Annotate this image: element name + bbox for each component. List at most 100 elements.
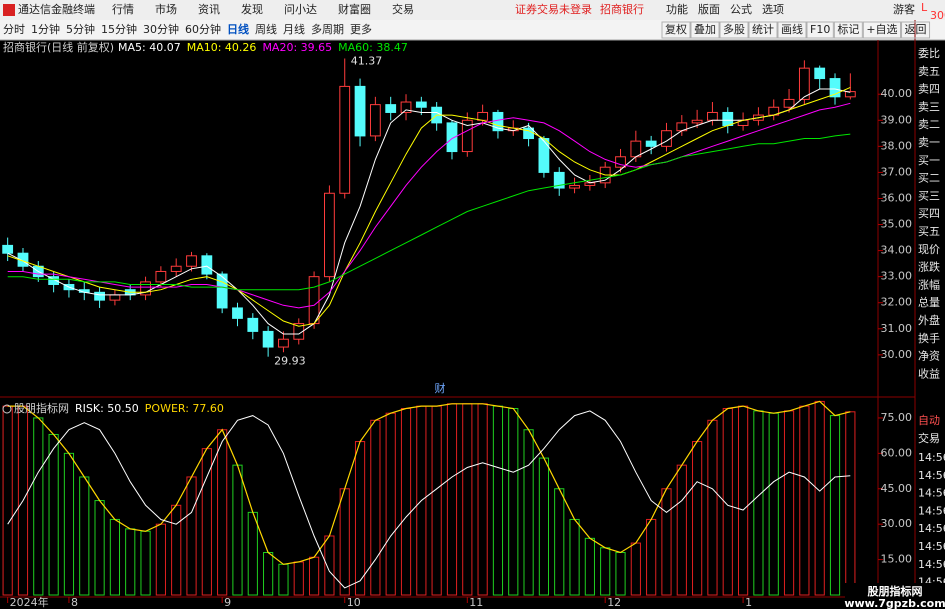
candle-body: [400, 101, 412, 113]
period-tab[interactable]: 分时: [3, 23, 25, 36]
toolbar-button[interactable]: 多股: [723, 22, 745, 36]
candle-body: [707, 111, 718, 121]
period-tab[interactable]: 月线: [283, 22, 305, 36]
candle-body: [324, 192, 335, 278]
toolbar-button[interactable]: 复权: [665, 22, 687, 36]
candle-body: [553, 171, 565, 189]
power-bar: [2, 405, 13, 596]
candle-body: [829, 78, 841, 98]
quote-label: 卖一: [918, 136, 940, 149]
menu-status[interactable]: 证券交易未登录: [515, 2, 592, 16]
y-tick-label: 33.00: [881, 270, 913, 283]
y-tick-label: 40.00: [881, 87, 913, 100]
toolbar-button[interactable]: +自选: [866, 23, 897, 36]
period-tab[interactable]: 多周期: [311, 22, 344, 36]
button-frame: [862, 21, 902, 39]
candle-body: [354, 85, 366, 137]
trade-time: 14:56: [918, 522, 945, 535]
quote-label: 卖三: [918, 100, 940, 113]
candle-body: [293, 323, 305, 340]
toolbar-button[interactable]: 返回: [905, 23, 927, 36]
quote-label: 卖五: [918, 65, 940, 78]
candle-body: [538, 138, 550, 173]
toolbar-button[interactable]: 标记: [837, 22, 859, 36]
legend-item: MA5: 40.07: [118, 41, 181, 54]
legend-item: MA10: 40.26: [187, 41, 257, 54]
trade-time: 14:56: [918, 558, 945, 571]
candle-body: [2, 244, 14, 254]
candle-body: [569, 184, 580, 189]
menu-item[interactable]: 资讯: [198, 3, 220, 16]
quote-label: 涨跌: [918, 260, 940, 274]
period-tab[interactable]: 60分钟: [185, 22, 221, 36]
y-tick-label: 37.00: [881, 165, 913, 178]
panel-button[interactable]: 交易: [918, 431, 940, 445]
menu-item[interactable]: 版面: [698, 2, 720, 16]
y-tick-label: 30.00: [881, 517, 913, 530]
candle-body: [446, 122, 458, 153]
candle-body: [278, 338, 289, 348]
toolbar-button[interactable]: 叠加: [694, 23, 716, 36]
period-tab[interactable]: 日线: [227, 22, 249, 36]
toolbar-button[interactable]: 统计: [752, 23, 774, 36]
candle-body: [661, 130, 672, 147]
menu-status[interactable]: 招商银行: [600, 2, 644, 16]
trade-time: 14:56: [918, 451, 945, 464]
y-tick-label: 45.00: [881, 482, 913, 495]
quote-label: 委比: [918, 47, 940, 60]
button-frame: [901, 21, 931, 39]
button-frame: [777, 21, 807, 39]
x-tick-label: 12: [607, 596, 621, 609]
watermark-url: www.7gpzb.com: [844, 597, 945, 609]
low-label: 29.93: [274, 355, 306, 368]
period-tab[interactable]: 周线: [255, 22, 277, 36]
candle-body: [844, 91, 856, 98]
menu-item[interactable]: 功能: [666, 2, 688, 16]
menu-item[interactable]: 交易: [392, 2, 414, 16]
period-tab[interactable]: 30分钟: [143, 22, 179, 36]
quote-label: 买二: [918, 172, 940, 185]
trade-time: 14:56: [918, 487, 945, 500]
period-tab[interactable]: 5分钟: [66, 22, 95, 36]
menu-item[interactable]: 市场: [155, 2, 177, 16]
legend-item: POWER: 77.60: [145, 402, 224, 415]
y-tick-label: 36.00: [881, 191, 913, 204]
app-title: 通达信金融终端: [18, 2, 95, 16]
event-marker[interactable]: 财: [435, 381, 446, 395]
quote-label: 买一: [918, 154, 940, 167]
candle-body: [232, 307, 243, 319]
menu-item[interactable]: 公式: [730, 3, 752, 16]
toolbar-button[interactable]: F10: [810, 23, 830, 36]
trade-time: 14:56: [918, 469, 945, 482]
corner-sub: 300: [930, 9, 945, 22]
y-tick-label: 31.00: [881, 322, 913, 335]
menu-item[interactable]: 发现: [241, 2, 263, 16]
logo-icon: [3, 4, 15, 16]
menu-item[interactable]: 行情: [112, 3, 134, 16]
trade-time: 14:56: [918, 504, 945, 517]
menu-item[interactable]: 选项: [762, 3, 784, 16]
candle-body: [94, 291, 105, 301]
watermark-box: [845, 583, 945, 609]
ma-line: [7, 102, 851, 309]
candle-body: [170, 265, 182, 272]
menu-item[interactable]: 问小达: [284, 3, 317, 16]
y-tick-label: 30.00: [881, 348, 913, 361]
main-chart: 30.00 31.00 32.00 33.00 34.00 35.00 36.00 37.00…: [2, 40, 913, 609]
panel-button[interactable]: 自动: [918, 414, 940, 427]
candle-body: [262, 330, 274, 348]
period-tab[interactable]: 1分钟: [31, 22, 60, 36]
candle-body: [477, 111, 489, 121]
quote-label: 现价: [918, 243, 940, 256]
user[interactable]: 游客: [893, 2, 915, 16]
candle-body: [48, 276, 60, 285]
menu-item[interactable]: 财富圈: [338, 2, 371, 16]
candle-body: [201, 255, 213, 275]
period-tab[interactable]: 更多: [350, 22, 372, 36]
period-tab[interactable]: 15分钟: [101, 22, 137, 36]
menu-bar: [0, 0, 945, 20]
y-tick-label: 60.00: [881, 446, 913, 459]
y-tick-label: 32.00: [881, 296, 913, 309]
toolbar-button[interactable]: 画线: [781, 22, 803, 36]
y-tick-label: 75.00: [881, 411, 913, 424]
